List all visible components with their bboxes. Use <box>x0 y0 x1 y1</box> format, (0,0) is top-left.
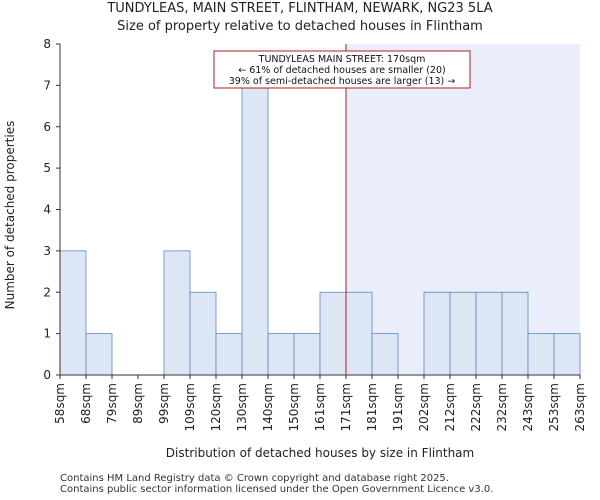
bar-243sqm <box>527 333 555 376</box>
bar-140sqm <box>267 333 295 376</box>
bar-212sqm <box>449 291 477 376</box>
annotation-line-2: ← 61% of detached houses are smaller (20… <box>238 65 445 76</box>
bar-109sqm <box>189 291 217 376</box>
y-tick-label: 0 <box>43 368 51 382</box>
x-tick-label: 171sqm <box>339 383 353 431</box>
x-tick-label: 243sqm <box>521 383 535 431</box>
x-tick-label: 79sqm <box>105 383 119 424</box>
x-tick-label: 109sqm <box>183 383 197 431</box>
bar-161sqm <box>319 291 347 376</box>
x-tick-label: 253sqm <box>547 383 561 431</box>
bar-202sqm <box>423 291 451 376</box>
y-tick-label: 7 <box>43 78 51 92</box>
bar-150sqm <box>293 333 321 376</box>
x-tick-label: 140sqm <box>261 383 275 431</box>
bar-130sqm <box>241 84 269 376</box>
histogram-chart: 0 1 2 3 4 5 6 7 8 58sqm 68sqm 79sqm 89sqm 99sqm 109sqm… <box>3 37 587 460</box>
bar-58sqm <box>59 250 87 376</box>
x-tick-label: 212sqm <box>443 383 457 431</box>
x-tick-label: 263sqm <box>573 383 587 431</box>
bar-120sqm <box>215 333 243 376</box>
x-tick-label: 120sqm <box>209 383 223 431</box>
x-axis-label: Distribution of detached houses by size … <box>166 446 474 460</box>
bar-68sqm <box>85 333 113 376</box>
x-tick-label: 130sqm <box>235 383 249 431</box>
x-tick-label: 161sqm <box>313 383 327 431</box>
x-tick-label: 191sqm <box>391 383 405 431</box>
x-tick-label: 202sqm <box>417 383 431 431</box>
y-tick-label: 6 <box>43 120 51 134</box>
x-tick-label: 232sqm <box>495 383 509 431</box>
annotation-line-1: TUNDYLEAS MAIN STREET: 170sqm <box>258 54 426 65</box>
x-tick-label: 68sqm <box>79 383 93 424</box>
x-tick-label: 150sqm <box>287 383 301 431</box>
x-tick-label: 89sqm <box>131 383 145 424</box>
bar-181sqm <box>371 333 399 376</box>
y-tick-label: 3 <box>43 244 51 258</box>
y-tick-label: 2 <box>43 285 51 299</box>
bar-222sqm <box>475 291 503 376</box>
bar-99sqm <box>163 250 191 376</box>
annotation-box <box>213 50 471 89</box>
chart-subtitle: Size of property relative to detached ho… <box>117 19 483 34</box>
footer-copyright: Contains HM Land Registry data © Crown c… <box>60 473 449 484</box>
bar-253sqm <box>553 333 581 376</box>
x-tick-label: 222sqm <box>469 383 483 431</box>
y-axis-label: Number of detached properties <box>3 121 17 310</box>
bar-171sqm <box>345 291 373 376</box>
footer-licence: Contains public sector information licen… <box>60 484 494 495</box>
chart-title: TUNDYLEAS, MAIN STREET, FLINTHAM, NEWARK… <box>107 1 493 16</box>
x-tick-label: 181sqm <box>365 383 379 431</box>
y-tick-label: 5 <box>43 161 51 175</box>
annotation-line-3: 39% of semi-detached houses are larger (… <box>229 76 456 87</box>
y-tick-label: 8 <box>43 37 51 51</box>
x-tick-label: 58sqm <box>53 383 67 424</box>
y-tick-label: 4 <box>43 203 51 217</box>
bar-232sqm <box>501 291 529 376</box>
x-tick-label: 99sqm <box>157 383 171 424</box>
y-tick-label: 1 <box>43 327 51 341</box>
